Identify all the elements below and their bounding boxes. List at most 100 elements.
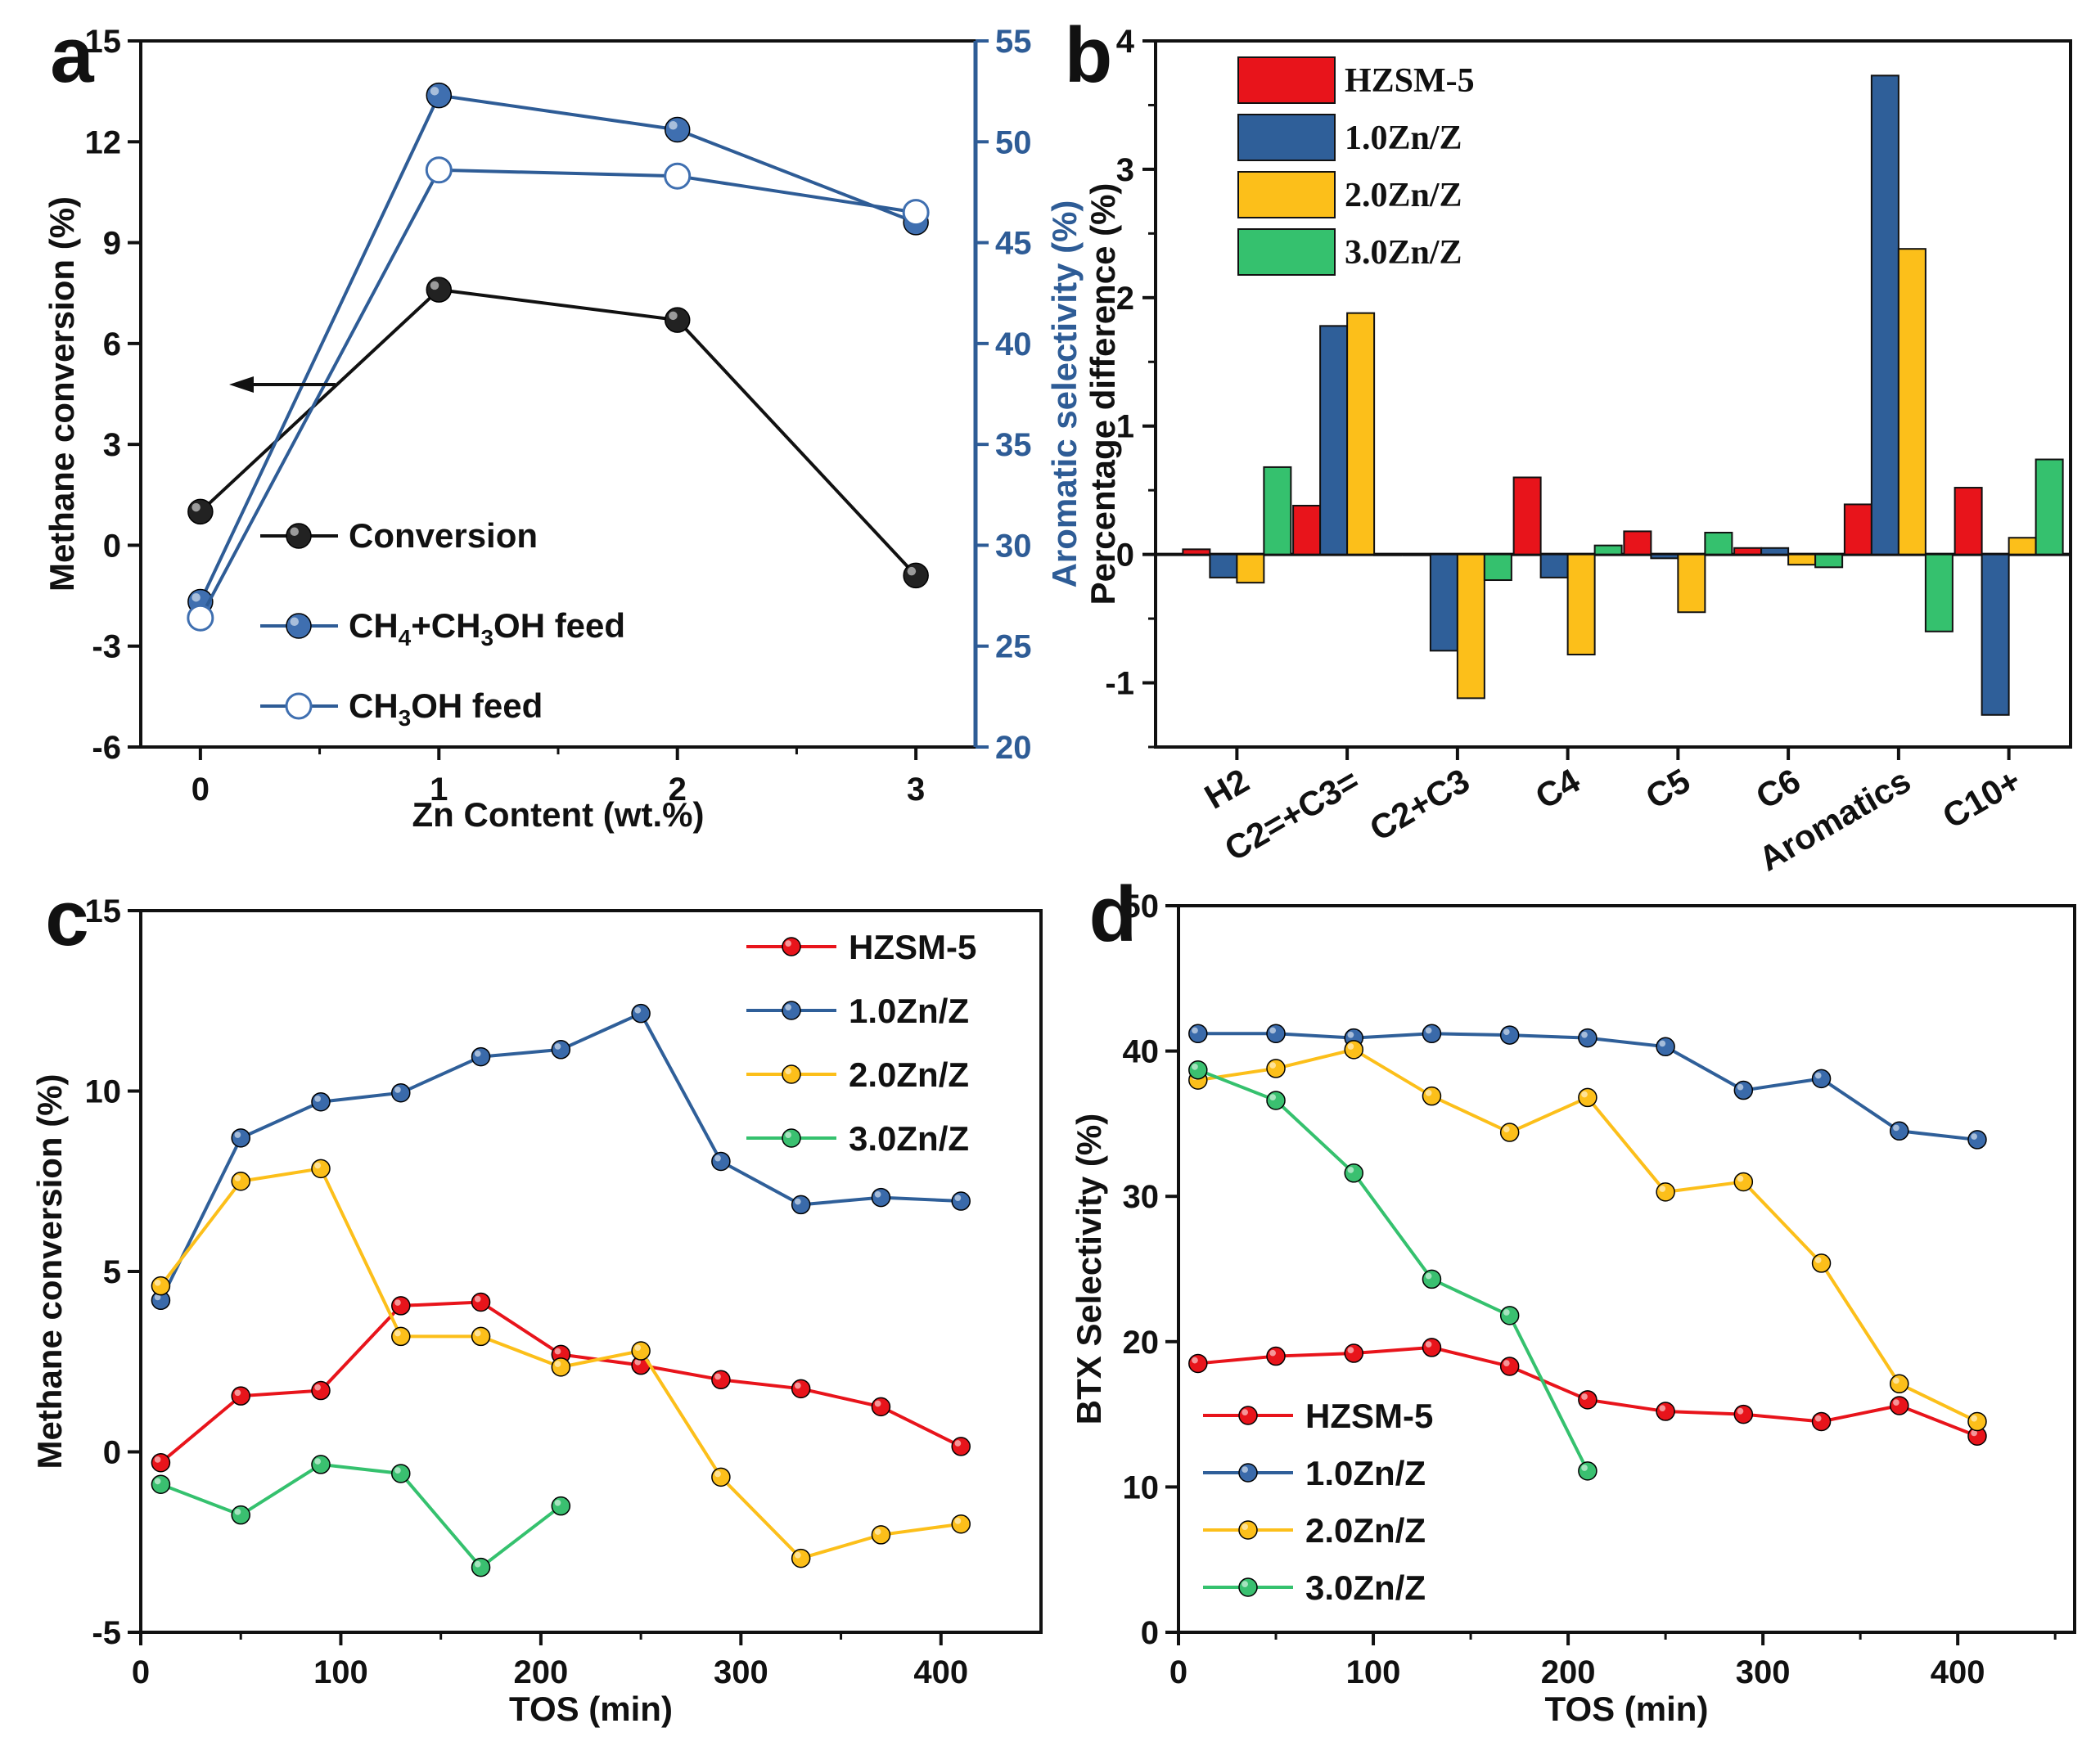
x-axis-title: Zn Content (wt.%) [412,795,705,834]
x-tick-label: 200 [1541,1654,1596,1690]
data-point-highlight [954,1518,962,1524]
data-point-highlight [1814,1072,1822,1079]
data-point-highlight [1269,1027,1277,1034]
x-axis-title: TOS (min) [1545,1690,1709,1728]
legend-marker [782,1001,801,1020]
data-point [1811,1253,1832,1273]
data-point [871,1397,891,1417]
panel-label-a: a [50,11,94,99]
legend-label: 1.0Zn/Z [1305,1454,1426,1492]
data-point [1733,1404,1754,1424]
data-point-highlight [234,1175,241,1181]
data-point-highlight [1893,1124,1899,1132]
x-tick-label: 400 [913,1654,968,1690]
x-tick-label: 0 [132,1654,150,1690]
legend-marker [1238,1520,1258,1540]
data-point-highlight [394,1467,401,1474]
data-point [791,1195,811,1215]
data-point-highlight [1503,1309,1510,1316]
data-point [231,1128,250,1148]
data-point [1266,1091,1286,1110]
legend-label: 3.0Zn/Z [1305,1568,1426,1607]
data-point [1188,1060,1208,1080]
data-point-highlight [554,1361,561,1367]
data-point-highlight [1971,1429,1977,1437]
data-point [311,1455,331,1474]
legend-label: HZSM-5 [1345,62,1475,100]
y-tick-label: 10 [85,1074,122,1110]
bar [1292,505,1322,556]
legend-marker-highlight [785,1004,792,1010]
legend-label-part: +CH [411,606,480,645]
data-point-highlight [474,1330,481,1337]
data-point-highlight [1347,1043,1354,1050]
legend-swatch [1237,228,1336,276]
bar [1236,553,1265,584]
data-point-highlight [1503,1360,1510,1366]
legend-label: 2.0Zn/Z [1345,177,1462,214]
data-point [1188,1353,1208,1374]
data-point [1656,1037,1675,1057]
y2-axis-title: Aromatic selectivity (%) [1045,200,1084,588]
data-point [1499,1357,1520,1376]
data-point-highlight [954,1195,962,1202]
x-tick-label: 400 [1931,1654,1985,1690]
data-point [426,277,453,303]
data-point-highlight [314,1096,321,1102]
y-axis-title: BTX Selectivity (%) [1070,1114,1108,1424]
plot-frame [1154,39,2072,749]
bar [1870,74,1899,556]
data-point [231,1172,250,1191]
data-point [1344,1343,1363,1363]
data-point [1188,1024,1208,1044]
data-point-highlight [634,1006,642,1014]
data-point [1344,1040,1363,1060]
legend-label-part: 3 [399,705,412,731]
y-tick-label: 10 [1123,1469,1160,1505]
bar [1787,553,1817,566]
data-point-highlight [474,1050,481,1057]
data-point-highlight [907,566,917,576]
series-line-1 [199,93,917,603]
bar [1843,503,1872,556]
y-tick-label: 30 [1123,1179,1160,1215]
data-point-highlight [554,1348,561,1355]
y-tick-label: 0 [1116,538,1134,574]
legend-marker-highlight [290,617,299,626]
legend-label-part: 3 [480,625,493,650]
data-point [1733,1080,1754,1100]
data-point-highlight [430,87,439,96]
series-line-1 [1197,1032,1978,1141]
data-point [471,1292,491,1312]
data-point-highlight [1347,1167,1354,1173]
data-point-highlight [1192,1027,1198,1034]
series-line-0 [160,1300,962,1465]
legend-marker-highlight [785,1068,792,1074]
panel-label-c: c [45,875,88,962]
data-point [151,1276,171,1296]
data-point-highlight [1425,1089,1432,1096]
series-line-2 [199,168,917,619]
data-point-highlight [430,281,439,290]
y-tick-label: 12 [85,124,122,160]
legend-marker [286,523,312,549]
legend-marker-highlight [1242,1523,1248,1530]
data-point [1266,1059,1286,1078]
data-point [1656,1182,1675,1202]
data-point-highlight [874,1190,881,1198]
legend-label: HZSM-5 [849,928,976,966]
legend-swatch [1237,171,1336,218]
legend-marker [1238,1406,1258,1425]
data-point [391,1296,411,1316]
legend-label: 2.0Zn/Z [1305,1511,1426,1550]
bar [1897,248,1927,556]
data-point-highlight [1814,1257,1822,1263]
x-tick-label: C2+C3 [1363,761,1476,848]
data-point [1344,1163,1363,1183]
legend-label: CH3OH feed [349,686,543,731]
legend-marker [782,1128,801,1148]
y2-tick-label: 45 [995,226,1032,262]
bar [1704,531,1733,556]
data-point [1266,1024,1286,1044]
data-point [231,1386,250,1406]
